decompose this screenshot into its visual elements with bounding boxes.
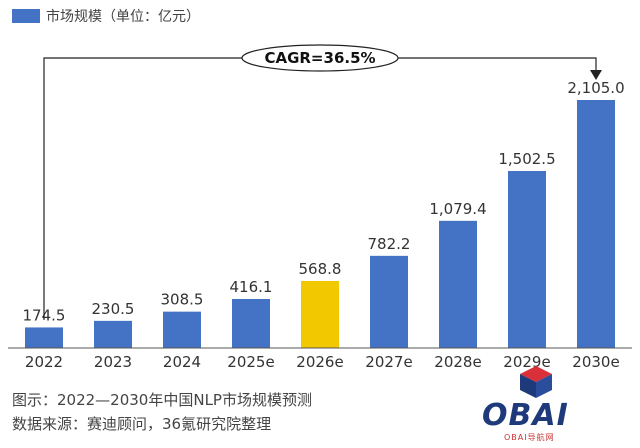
value-label-2028e: 1,079.4 [429,200,486,218]
x-tick-labels-group: 2022 2023 2024 2025e 2026e 2027e 2028e 2029e 203… [25,353,620,371]
cagr-ellipse [241,44,399,72]
x-tick-2026e: 2026e [296,353,343,371]
bar-2028e [439,220,477,348]
bar-2023 [94,320,132,348]
cagr-arrow-head [590,70,602,80]
legend-label: 市场规模（单位：亿元） [46,8,200,25]
bar-2025e [232,298,270,348]
value-label-2024: 308.5 [161,291,204,309]
caption-title: 图示：2022—2030年中国NLP市场规模预测 [12,391,312,409]
x-tick-2028e: 2028e [434,353,481,371]
watermark-text: OBAI [482,398,569,433]
legend-swatch [12,9,40,23]
caption-source: 数据来源：赛迪顾问，36氪研究院整理 [12,415,272,433]
x-tick-2029e: 2029e [503,353,550,371]
x-tick-2030e: 2030e [572,353,619,371]
watermark-subtext: OBAI导航网 [504,433,555,442]
x-tick-2024: 2024 [163,353,201,371]
bar-2022 [25,327,63,348]
x-tick-2023: 2023 [94,353,132,371]
cube-icon [520,366,552,398]
value-label-2029e: 1,502.5 [498,150,555,168]
value-label-2023: 230.5 [92,300,135,318]
x-tick-2022: 2022 [25,353,63,371]
watermark-logo: OBAI OBAI导航网 [482,362,602,442]
value-label-2027e: 782.2 [368,235,411,253]
cagr-label: CAGR=36.5% [264,49,375,67]
bar-2030e [577,100,615,348]
bar-2026e [301,280,339,348]
x-tick-2027e: 2027e [365,353,412,371]
value-label-2025e: 416.1 [230,278,273,296]
bar-2024 [163,311,201,348]
value-label-2030e: 2,105.0 [567,79,624,97]
bar-2027e [370,255,408,348]
x-tick-2025e: 2025e [227,353,274,371]
bars-group [25,100,615,348]
bar-2029e [508,170,546,348]
value-labels-group: 174.5 230.5308.5416.1568.8782.21,079.41,5… [23,79,625,324]
value-label-2026e: 568.8 [299,260,342,278]
